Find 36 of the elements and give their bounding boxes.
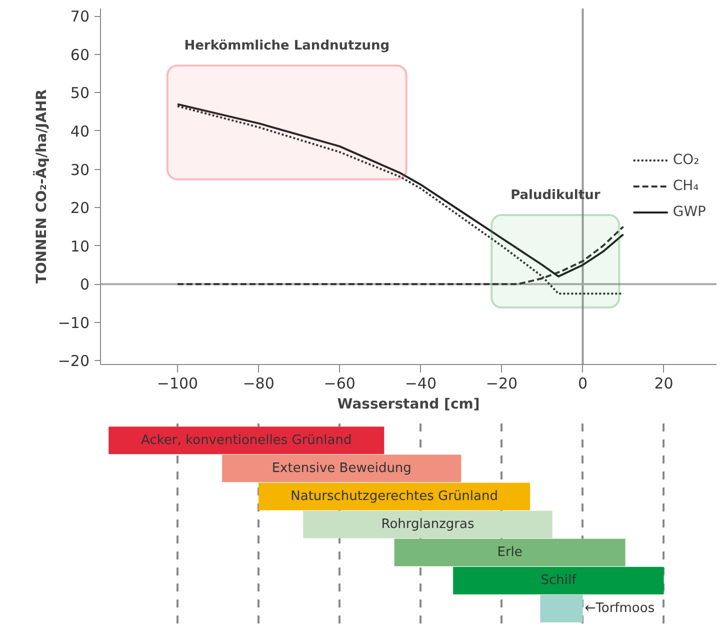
x-tick-label: −60 [324, 374, 356, 392]
bar [453, 566, 664, 594]
band-label: Herkömmliche Landnutzung [184, 38, 390, 54]
y-tick-label: −10 [58, 314, 90, 332]
bar [222, 454, 462, 482]
bar [303, 510, 552, 538]
x-tick-label: 0 [578, 374, 588, 392]
y-tick-label: 10 [70, 237, 90, 256]
x-tick-label: −80 [242, 374, 274, 392]
y-tick-label: Rohrglanzgras [381, 517, 474, 532]
y-tick-label: Schilf [540, 573, 577, 588]
y-tick-label: 0 [80, 276, 90, 294]
legend-label: CH₄ [672, 178, 699, 194]
x-tick-label: −100 [156, 374, 198, 392]
y-tick-label: Acker, konventionelles Grünland [141, 432, 352, 448]
y-tick-label: ←Torfmoos [584, 601, 655, 616]
y-tick-label: Erle [497, 545, 522, 560]
bar [394, 538, 626, 566]
legend-label: CO₂ [672, 152, 700, 168]
y-tick-label: 30 [70, 160, 90, 179]
bar [540, 594, 583, 622]
y-tick-label: 40 [70, 122, 90, 140]
y-tick-label: 50 [70, 84, 90, 102]
y-axis-title: TONNEN CO₂-Äq/ha/JAHR [32, 89, 50, 284]
x-axis-title: Wasserstand [cm] [337, 396, 480, 412]
x-tick-label: 20 [654, 374, 674, 392]
x-tick-label: −20 [486, 374, 518, 392]
y-tick-label: −20 [58, 352, 90, 370]
y-tick-label: Extensive Beweidung [272, 460, 412, 476]
band-label: Paludikultur [510, 188, 601, 203]
y-tick-label: 60 [70, 46, 90, 64]
legend-label: GWP [672, 204, 706, 220]
x-tick-label: −40 [404, 374, 436, 392]
y-tick-label: 70 [70, 8, 90, 26]
y-tick-label: Naturschutzgerechtes Grünland [290, 488, 498, 504]
y-tick-label: 20 [70, 199, 90, 218]
